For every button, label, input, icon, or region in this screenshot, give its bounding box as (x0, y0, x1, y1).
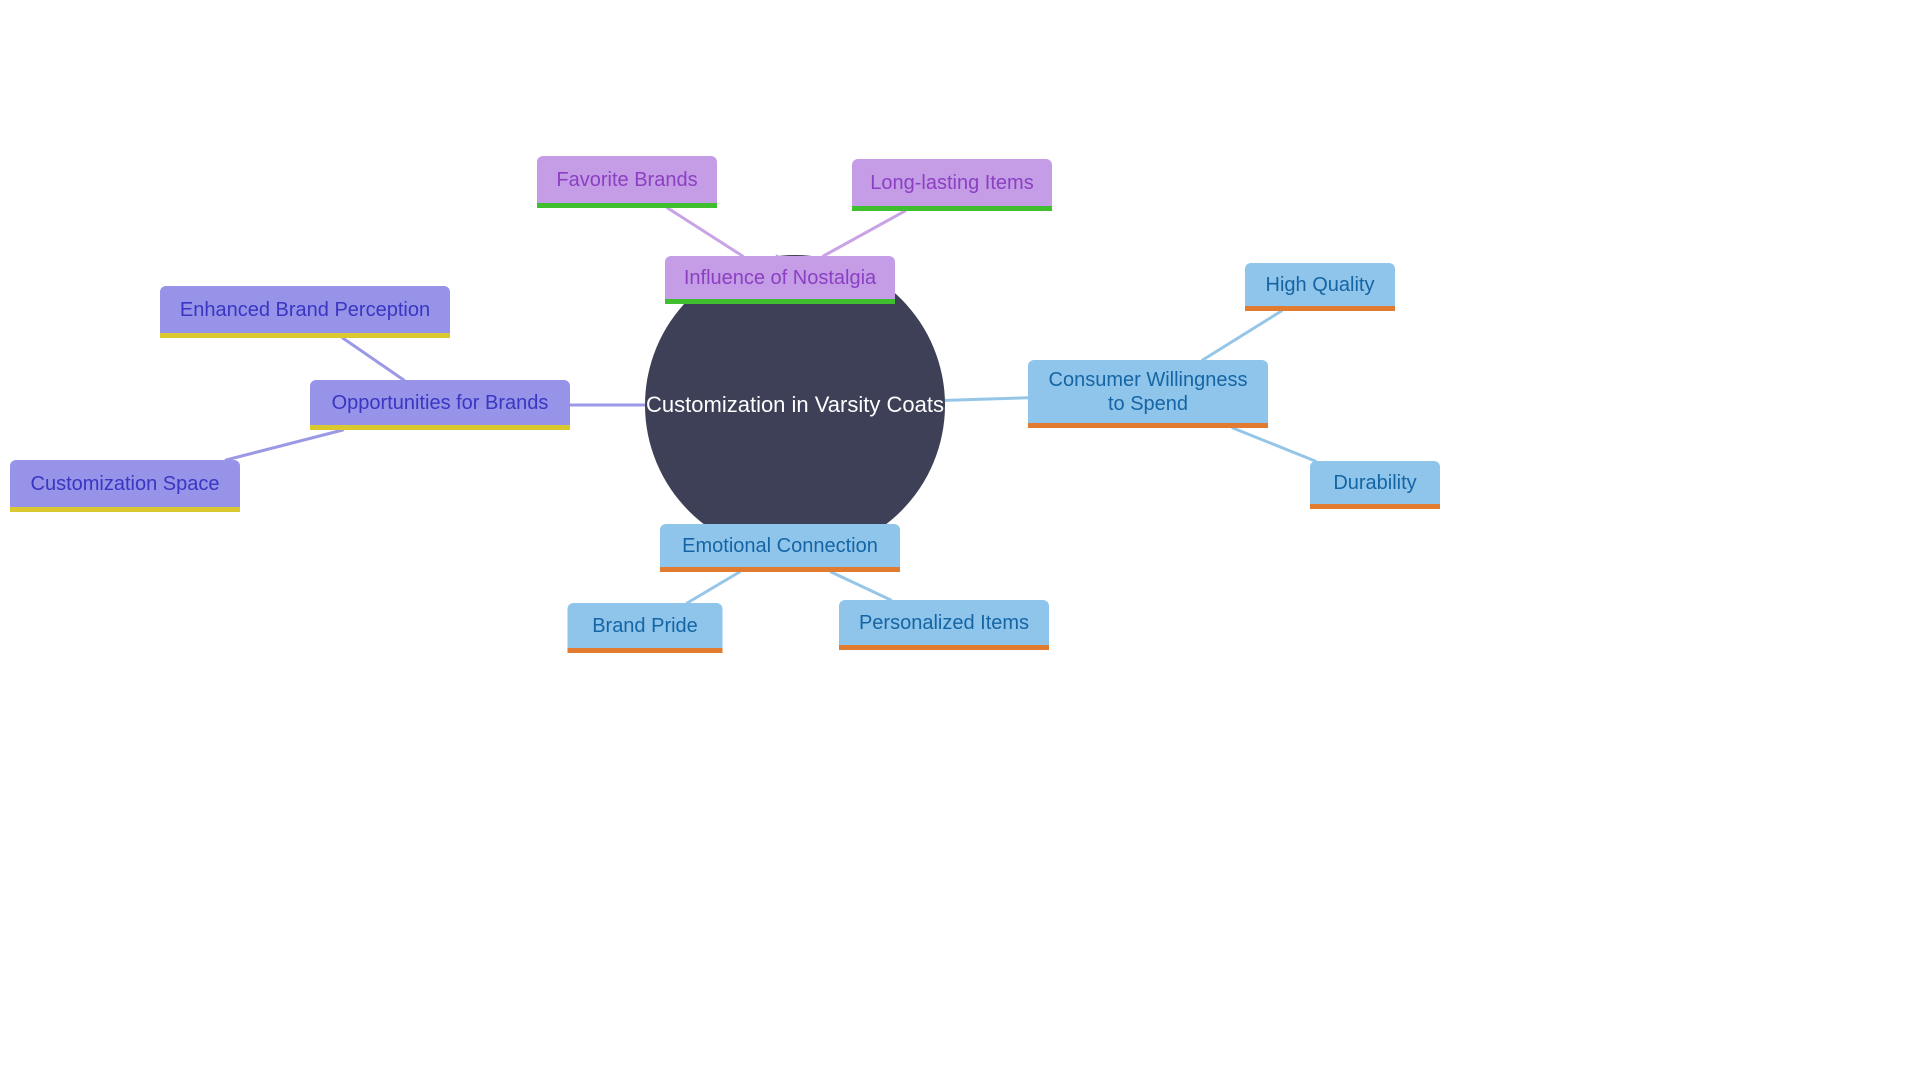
node-high-quality: High Quality (1245, 263, 1395, 311)
node-customization-space: Customization Space (10, 460, 240, 512)
node-emotional-connection: Emotional Connection (660, 524, 900, 572)
node-long-lasting-items: Long-lasting Items (852, 159, 1052, 211)
mindmap-diagram: Customization in Varsity Coats Influence… (0, 0, 1920, 1080)
node-label: Opportunities for Brands (332, 391, 549, 415)
node-personalized-items: Personalized Items (839, 600, 1049, 650)
node-durability: Durability (1310, 461, 1440, 509)
center-node-label: Customization in Varsity Coats (646, 392, 944, 418)
node-label: Favorite Brands (556, 168, 697, 192)
node-label: Durability (1333, 471, 1416, 495)
node-label: Personalized Items (859, 611, 1029, 635)
node-favorite-brands: Favorite Brands (537, 156, 717, 208)
node-enhanced-brand-perception: Enhanced Brand Perception (160, 286, 450, 338)
node-label: Customization Space (31, 472, 220, 496)
node-label: High Quality (1266, 273, 1375, 297)
node-brand-pride: Brand Pride (568, 603, 723, 653)
node-label: Emotional Connection (682, 534, 878, 558)
node-opportunities-for-brands: Opportunities for Brands (310, 380, 570, 430)
node-label: Influence of Nostalgia (684, 266, 876, 290)
node-label: Brand Pride (592, 614, 698, 638)
node-consumer-willingness-to-spend: Consumer Willingness to Spend (1028, 360, 1268, 428)
node-label: Enhanced Brand Perception (180, 298, 430, 322)
node-label: Consumer Willingness to Spend (1040, 368, 1256, 416)
node-label: Long-lasting Items (870, 171, 1033, 195)
node-influence-of-nostalgia: Influence of Nostalgia (665, 256, 895, 304)
